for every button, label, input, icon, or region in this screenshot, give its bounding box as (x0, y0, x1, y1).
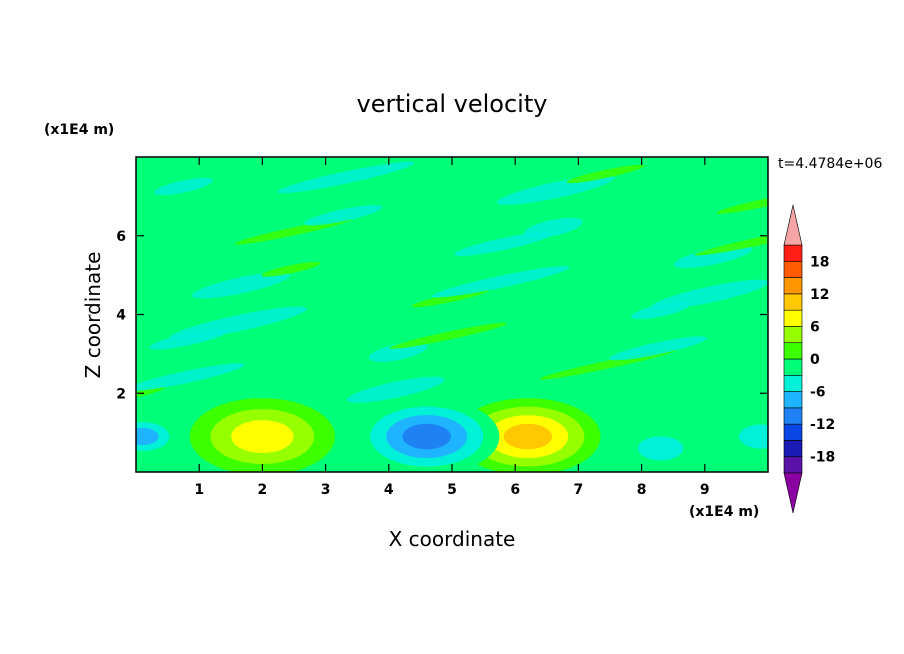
colorbar-segment (783, 358, 803, 376)
colorbar-arrow-max (783, 204, 803, 246)
texture-band (169, 306, 307, 340)
time-label: t=4.4784e+06 (778, 156, 882, 172)
colorbar-segment (783, 309, 803, 327)
colorbar-segment (783, 244, 803, 262)
texture-band (136, 363, 245, 391)
colorbar-segment (783, 423, 803, 441)
x-axis-label: X coordinate (389, 527, 516, 551)
texture-band (694, 225, 768, 256)
contour-updraft (231, 420, 294, 454)
x-tick-label: 2 (258, 482, 268, 498)
x-tick-label: 1 (194, 482, 204, 498)
x-tick-label: 3 (321, 482, 331, 498)
x-axis: 1 2 3 4 5 6 7 8 9 (194, 157, 710, 498)
texture-band (523, 217, 583, 238)
colorbar-segment (783, 260, 803, 278)
texture-band (234, 218, 353, 245)
velocity-field (136, 161, 768, 472)
colorbar-tick-label: -18 (810, 450, 835, 466)
colorbar-tick-label: -6 (810, 385, 826, 401)
texture-band (191, 272, 290, 299)
colorbar-tick-label: 0 (810, 352, 820, 368)
texture-band (566, 164, 645, 184)
texture-band (154, 177, 213, 196)
colorbar-tick-label: 12 (810, 287, 829, 303)
texture-band (496, 175, 615, 205)
plot-area: 1 2 3 4 5 6 7 8 9 2 4 6 (116, 156, 769, 498)
y-tick-label: 6 (116, 229, 126, 245)
texture-band (368, 341, 428, 362)
y-unit-label: (x1E4 m) (44, 122, 114, 138)
colorbar-segment (783, 277, 803, 295)
y-axis: 2 4 6 (116, 229, 768, 402)
texture-band (673, 245, 753, 269)
texture-band (261, 261, 321, 277)
x-tick-label: 7 (574, 482, 584, 498)
contour-downdraft (402, 423, 451, 450)
colorbar: -18 -12 -6 0 6 12 18 (783, 204, 835, 514)
y-axis-label: Z coordinate (81, 252, 105, 379)
colorbar-segment (783, 440, 803, 458)
contour-downdraft (637, 436, 684, 461)
texture-band (454, 232, 553, 256)
colorbar-arrow-min (783, 472, 803, 514)
texture-band (304, 205, 383, 226)
contour-downdraft (136, 427, 159, 446)
x-tick-label: 6 (510, 482, 520, 498)
colorbar-tick-label: 18 (810, 254, 829, 270)
texture-band (716, 191, 768, 214)
x-unit-label: (x1E4 m) (689, 504, 759, 520)
texture-band (346, 376, 445, 403)
x-tick-label: 5 (447, 482, 457, 498)
y-tick-label: 2 (116, 386, 126, 402)
texture-band (389, 322, 507, 349)
x-tick-label: 8 (637, 482, 647, 498)
texture-band (432, 266, 570, 298)
colorbar-segment (783, 293, 803, 311)
texture-band (136, 385, 166, 401)
colorbar-tick-label: 6 (810, 319, 820, 335)
y-tick-label: 4 (116, 308, 126, 324)
contour-updraft (503, 423, 553, 450)
colorbar-segment (783, 326, 803, 344)
colorbar-tick-label: -12 (810, 417, 835, 433)
x-tick-label: 4 (384, 482, 394, 498)
colorbar-segment (783, 391, 803, 409)
colorbar-segment (783, 407, 803, 425)
colorbar-segment (783, 374, 803, 392)
texture-band (609, 336, 707, 361)
x-tick-label: 9 (700, 482, 710, 498)
chart-title: vertical velocity (357, 90, 548, 118)
colorbar-segment (783, 456, 803, 474)
contour-downdraft (738, 424, 768, 449)
colorbar-segment (783, 342, 803, 360)
texture-band (651, 279, 768, 310)
texture-band (277, 161, 415, 194)
